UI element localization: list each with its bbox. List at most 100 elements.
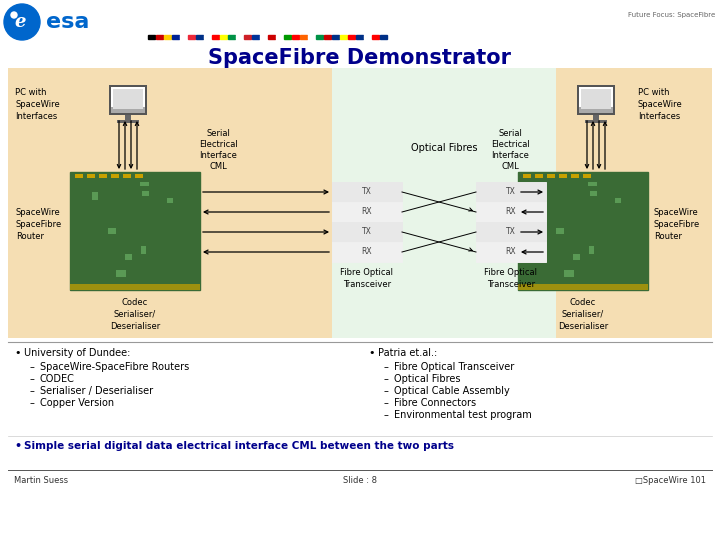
Text: SpaceWire
SpaceFibre
Router: SpaceWire SpaceFibre Router xyxy=(16,208,62,241)
Text: Optical Cable Assembly: Optical Cable Assembly xyxy=(394,386,510,396)
Text: Copper Version: Copper Version xyxy=(40,398,114,408)
Bar xyxy=(523,174,531,178)
Text: TX: TX xyxy=(506,187,516,197)
Bar xyxy=(220,35,227,39)
Bar xyxy=(372,35,379,39)
Text: SpaceFibre Demonstrator: SpaceFibre Demonstrator xyxy=(209,48,511,68)
Text: PC with
SpaceWire
Interfaces: PC with SpaceWire Interfaces xyxy=(638,88,683,120)
Text: PC with
SpaceWire
Interfaces: PC with SpaceWire Interfaces xyxy=(15,88,60,120)
Text: –: – xyxy=(384,410,389,420)
Text: –: – xyxy=(384,386,389,396)
Text: –: – xyxy=(384,362,389,372)
Bar xyxy=(87,174,95,178)
Bar xyxy=(380,35,387,39)
Bar xyxy=(547,174,555,178)
Text: –: – xyxy=(384,374,389,384)
Bar xyxy=(340,35,347,39)
Bar xyxy=(585,120,607,123)
Bar xyxy=(70,284,200,290)
Bar xyxy=(212,35,219,39)
Bar xyxy=(92,192,98,200)
Text: RX: RX xyxy=(505,207,516,217)
Bar xyxy=(125,115,131,120)
Text: –: – xyxy=(30,362,35,372)
Bar xyxy=(8,68,332,338)
Bar xyxy=(579,87,613,113)
Text: Fibre Optical Transceiver: Fibre Optical Transceiver xyxy=(394,362,514,372)
Text: Future Focus: SpaceFibre: Future Focus: SpaceFibre xyxy=(628,12,715,18)
Text: RX: RX xyxy=(361,247,372,256)
Bar xyxy=(143,191,149,196)
Text: Martin Suess: Martin Suess xyxy=(14,476,68,485)
Text: Optical Fibres: Optical Fibres xyxy=(394,374,461,384)
Bar xyxy=(573,254,580,260)
Text: CODEC: CODEC xyxy=(40,374,75,384)
Text: University of Dundee:: University of Dundee: xyxy=(24,348,130,358)
Bar xyxy=(579,107,613,113)
Text: Environmental test program: Environmental test program xyxy=(394,410,532,420)
Bar xyxy=(99,174,107,178)
Bar xyxy=(252,35,259,39)
Text: –: – xyxy=(30,398,35,408)
Bar xyxy=(571,174,579,178)
Bar xyxy=(518,172,648,290)
Bar xyxy=(308,35,315,39)
Bar xyxy=(476,182,546,262)
Bar xyxy=(109,228,117,234)
Text: TX: TX xyxy=(362,187,372,197)
Text: •: • xyxy=(14,348,20,358)
Circle shape xyxy=(11,12,17,18)
Bar xyxy=(476,202,546,222)
Text: esa: esa xyxy=(46,12,89,32)
Circle shape xyxy=(4,4,40,40)
Bar xyxy=(556,68,712,338)
Text: –: – xyxy=(30,386,35,396)
Text: Serial
Electrical
Interface
CML: Serial Electrical Interface CML xyxy=(490,129,529,171)
Bar xyxy=(111,107,145,113)
Bar xyxy=(140,181,150,186)
Bar xyxy=(476,242,546,262)
Bar xyxy=(540,192,546,200)
Bar xyxy=(332,68,556,338)
Text: Serial
Electrical
Interface
CML: Serial Electrical Interface CML xyxy=(199,129,238,171)
Bar xyxy=(559,174,567,178)
Bar xyxy=(268,35,275,39)
Text: Codec
Serialiser/
Deserialiser: Codec Serialiser/ Deserialiser xyxy=(110,298,160,330)
Bar xyxy=(116,270,126,276)
Bar xyxy=(577,85,615,115)
Bar xyxy=(172,35,179,39)
Text: Serialiser / Deserialiser: Serialiser / Deserialiser xyxy=(40,386,153,396)
Bar xyxy=(276,35,283,39)
Text: RX: RX xyxy=(505,247,516,256)
Bar xyxy=(156,35,163,39)
Bar xyxy=(364,35,371,39)
Text: TX: TX xyxy=(506,227,516,237)
Bar xyxy=(164,35,171,39)
Bar xyxy=(188,35,195,39)
Text: Fibre Optical
Transceiver: Fibre Optical Transceiver xyxy=(341,268,394,289)
Text: Patria et.al.:: Patria et.al.: xyxy=(378,348,437,358)
Bar xyxy=(292,35,299,39)
Bar xyxy=(476,222,546,242)
Bar xyxy=(125,254,132,260)
Bar xyxy=(332,182,402,262)
Bar xyxy=(332,222,402,242)
Bar xyxy=(70,172,200,290)
Bar xyxy=(111,87,145,113)
Bar xyxy=(590,191,598,196)
Text: TX: TX xyxy=(362,227,372,237)
Bar xyxy=(583,174,591,178)
Bar xyxy=(204,35,211,39)
Bar xyxy=(332,242,402,262)
Bar xyxy=(316,35,323,39)
Bar xyxy=(593,115,599,120)
Bar xyxy=(141,246,146,254)
Bar xyxy=(113,89,143,109)
Bar xyxy=(476,182,546,202)
Text: –: – xyxy=(384,398,389,408)
Bar xyxy=(564,270,575,276)
Bar xyxy=(117,120,139,123)
Bar xyxy=(135,174,143,178)
Text: Codec
Serialiser/
Deserialiser: Codec Serialiser/ Deserialiser xyxy=(558,298,608,330)
Bar xyxy=(589,246,594,254)
